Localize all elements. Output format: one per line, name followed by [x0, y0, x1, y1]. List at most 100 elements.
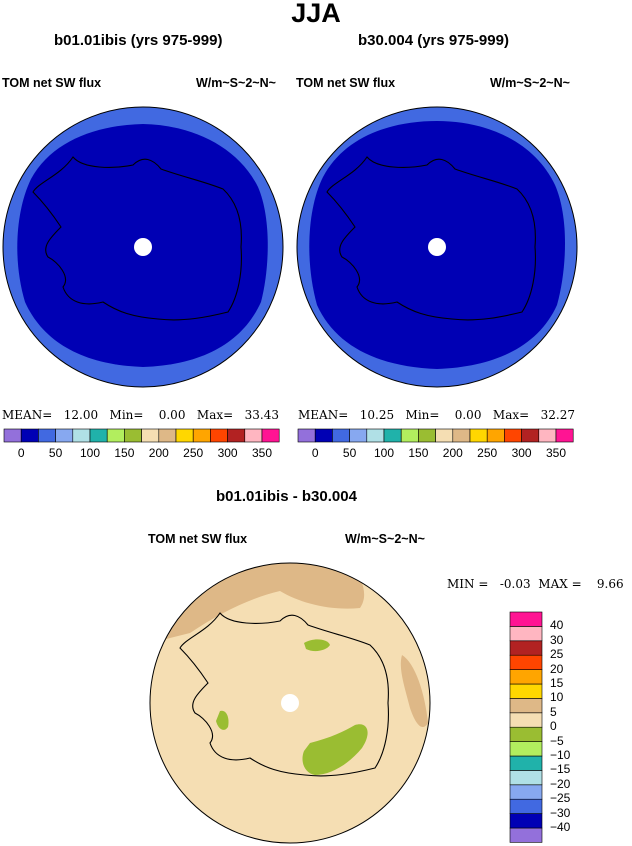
difference-colorbar-swatch [509, 827, 543, 843]
panel-1-colorbar-swatch [227, 428, 246, 443]
panel-2-colorbar-swatch [418, 428, 436, 443]
panel-1-colorbar-swatch [38, 428, 56, 443]
difference-colorbar-tick-label: 25 [550, 647, 564, 662]
panel-1-colorbar-tick-label: 150 [114, 446, 135, 460]
panel-1-min-value: 0.00 [158, 408, 186, 422]
difference-min-value: -0.03 [499, 577, 531, 591]
difference-colorbar-tick-label: −15 [550, 762, 571, 777]
panel-2-colorbar-swatch [366, 428, 385, 443]
difference-title: b01.01ibis - b30.004 [216, 488, 357, 505]
panel-1-colorbar-swatch [192, 428, 211, 443]
panel-1-colorbar-swatch [158, 428, 177, 443]
difference-colorbar-swatch [509, 654, 543, 670]
difference-colorbar-swatch [509, 712, 543, 728]
difference-colorbar-tick-label: 0 [550, 719, 557, 734]
difference-max-value: 9.66 [596, 577, 624, 591]
panel-2-colorbar-tick-label: 200 [442, 446, 463, 460]
panel-2-pole-hole [428, 238, 446, 256]
panel-1-colorbar-swatch [3, 428, 22, 443]
panel-1-colorbar-swatch [244, 428, 263, 443]
panel-1-min-label: Min= [109, 408, 144, 422]
panel-2-colorbar-tick-label: 50 [342, 446, 357, 460]
panel-2-colorbar-tick-label: 300 [511, 446, 532, 460]
panel-2-colorbar-swatch [314, 428, 333, 443]
difference-map-border [149, 562, 431, 844]
difference-colorbar-tick-label: −40 [550, 820, 571, 834]
difference-polar-map [149, 562, 431, 844]
panel-1-colorbar-swatch [72, 428, 91, 443]
panel-1-map-border [2, 106, 284, 388]
panel-2-colorbar-swatch [521, 428, 540, 443]
difference-colorbar-tick-label: −25 [550, 791, 571, 806]
difference-colorbar-tick-label: 20 [550, 661, 564, 676]
panel-2-colorbar-swatch [349, 428, 368, 443]
panel-2-colorbar-swatch [435, 428, 454, 443]
difference-colorbar-swatch [509, 698, 543, 714]
difference-colorbar-tick-label: 5 [550, 704, 557, 719]
panel-1-colorbar-swatch [261, 428, 280, 443]
panel-2-colorbar-tick-label: 0 [311, 446, 319, 460]
panel-2-colorbar-swatch [332, 428, 350, 443]
panel-1-mean-label: MEAN= [2, 408, 53, 422]
difference-pole-hole [281, 694, 299, 712]
panel-2-max-label: Max= [492, 408, 530, 422]
panel-2-variable: TOM net SW flux [296, 76, 396, 90]
difference-colorbar-swatch [509, 770, 543, 786]
panel-2-colorbar-tick-label: 350 [545, 446, 567, 460]
panel-2-colorbar-swatch [452, 428, 471, 443]
difference-colorbar-tick-label: −30 [550, 805, 571, 820]
panel-2-colorbar-swatch [504, 428, 522, 443]
difference-colorbar-swatch [509, 741, 543, 757]
difference-colorbar-swatch [509, 755, 543, 771]
panel-2-colorbar-swatch [383, 428, 402, 443]
difference-colorbar-swatch [509, 640, 543, 656]
panel-2-max-value: 32.27 [540, 408, 575, 422]
difference-patch-green-peninsula [216, 710, 229, 730]
difference-colorbar-swatch [509, 798, 543, 814]
difference-colorbar-swatch [509, 669, 543, 685]
panel-2-colorbar-swatch [538, 428, 557, 443]
difference-colorbar-swatch [509, 784, 543, 800]
difference-patch-green-large [302, 724, 368, 775]
difference-min-label: MIN = [447, 577, 489, 591]
difference-colorbar-swatch [509, 626, 543, 642]
panel-1-max-label: Max= [196, 408, 234, 422]
panel-2-colorbar-tick-label: 100 [373, 446, 395, 460]
difference-colorbar-swatch [509, 611, 543, 627]
panel-2-mean-label: MEAN= [298, 408, 349, 422]
panel-2-colorbar-tick-label: 250 [477, 446, 498, 460]
panel-2-colorbar-swatch [469, 428, 488, 443]
panel-2-min-label: Min= [405, 408, 440, 422]
difference-units: W/m~S~2~N~ [345, 532, 425, 546]
panel-1-colorbar [3, 428, 280, 443]
panel-1-variable: TOM net SW flux [2, 76, 102, 90]
panel-2-stats: MEAN= 10.25 Min= 0.00 Max= 32.27 [298, 408, 575, 422]
panel-2-min-value: 0.00 [454, 408, 482, 422]
panel-1-pole-hole [134, 238, 152, 256]
panel-1-colorbar-swatch [89, 428, 108, 443]
difference-patch-green-small [304, 639, 330, 652]
difference-colorbar-tick-label: 40 [550, 618, 564, 633]
panel-2-colorbar-swatch [297, 428, 316, 443]
difference-colorbar-swatch [509, 726, 543, 742]
difference-stats: MIN = -0.03 MAX = 9.66 [447, 577, 624, 591]
panel-1-colorbar-tick-label: 200 [148, 446, 169, 460]
panel-1-colorbar-swatch [55, 428, 74, 443]
difference-colorbar-tick-label: 10 [550, 690, 564, 705]
panel-2-mean-value: 10.25 [359, 408, 395, 422]
panel-1-units: W/m~S~2~N~ [196, 76, 276, 90]
difference-colorbar-tick-label: 15 [550, 676, 564, 690]
panel-1-max-value: 33.43 [244, 408, 279, 422]
difference-colorbar-swatch [509, 683, 543, 699]
panel-1-colorbar-swatch [141, 428, 160, 443]
panel-2-colorbar-swatch [555, 428, 574, 443]
panel-1-colorbar-tick-label: 0 [17, 446, 25, 460]
figure-title: JJA [291, 0, 341, 28]
panel-2-units: W/m~S~2~N~ [490, 76, 570, 90]
panel-2-polar-map [296, 106, 578, 388]
panel-1-colorbar-tick-label: 100 [79, 446, 101, 460]
panel-2-title: b30.004 (yrs 975-999) [358, 32, 509, 49]
panel-2-colorbar-swatch [486, 428, 505, 443]
panel-1-stats: MEAN= 12.00 Min= 0.00 Max= 33.43 [2, 408, 279, 422]
